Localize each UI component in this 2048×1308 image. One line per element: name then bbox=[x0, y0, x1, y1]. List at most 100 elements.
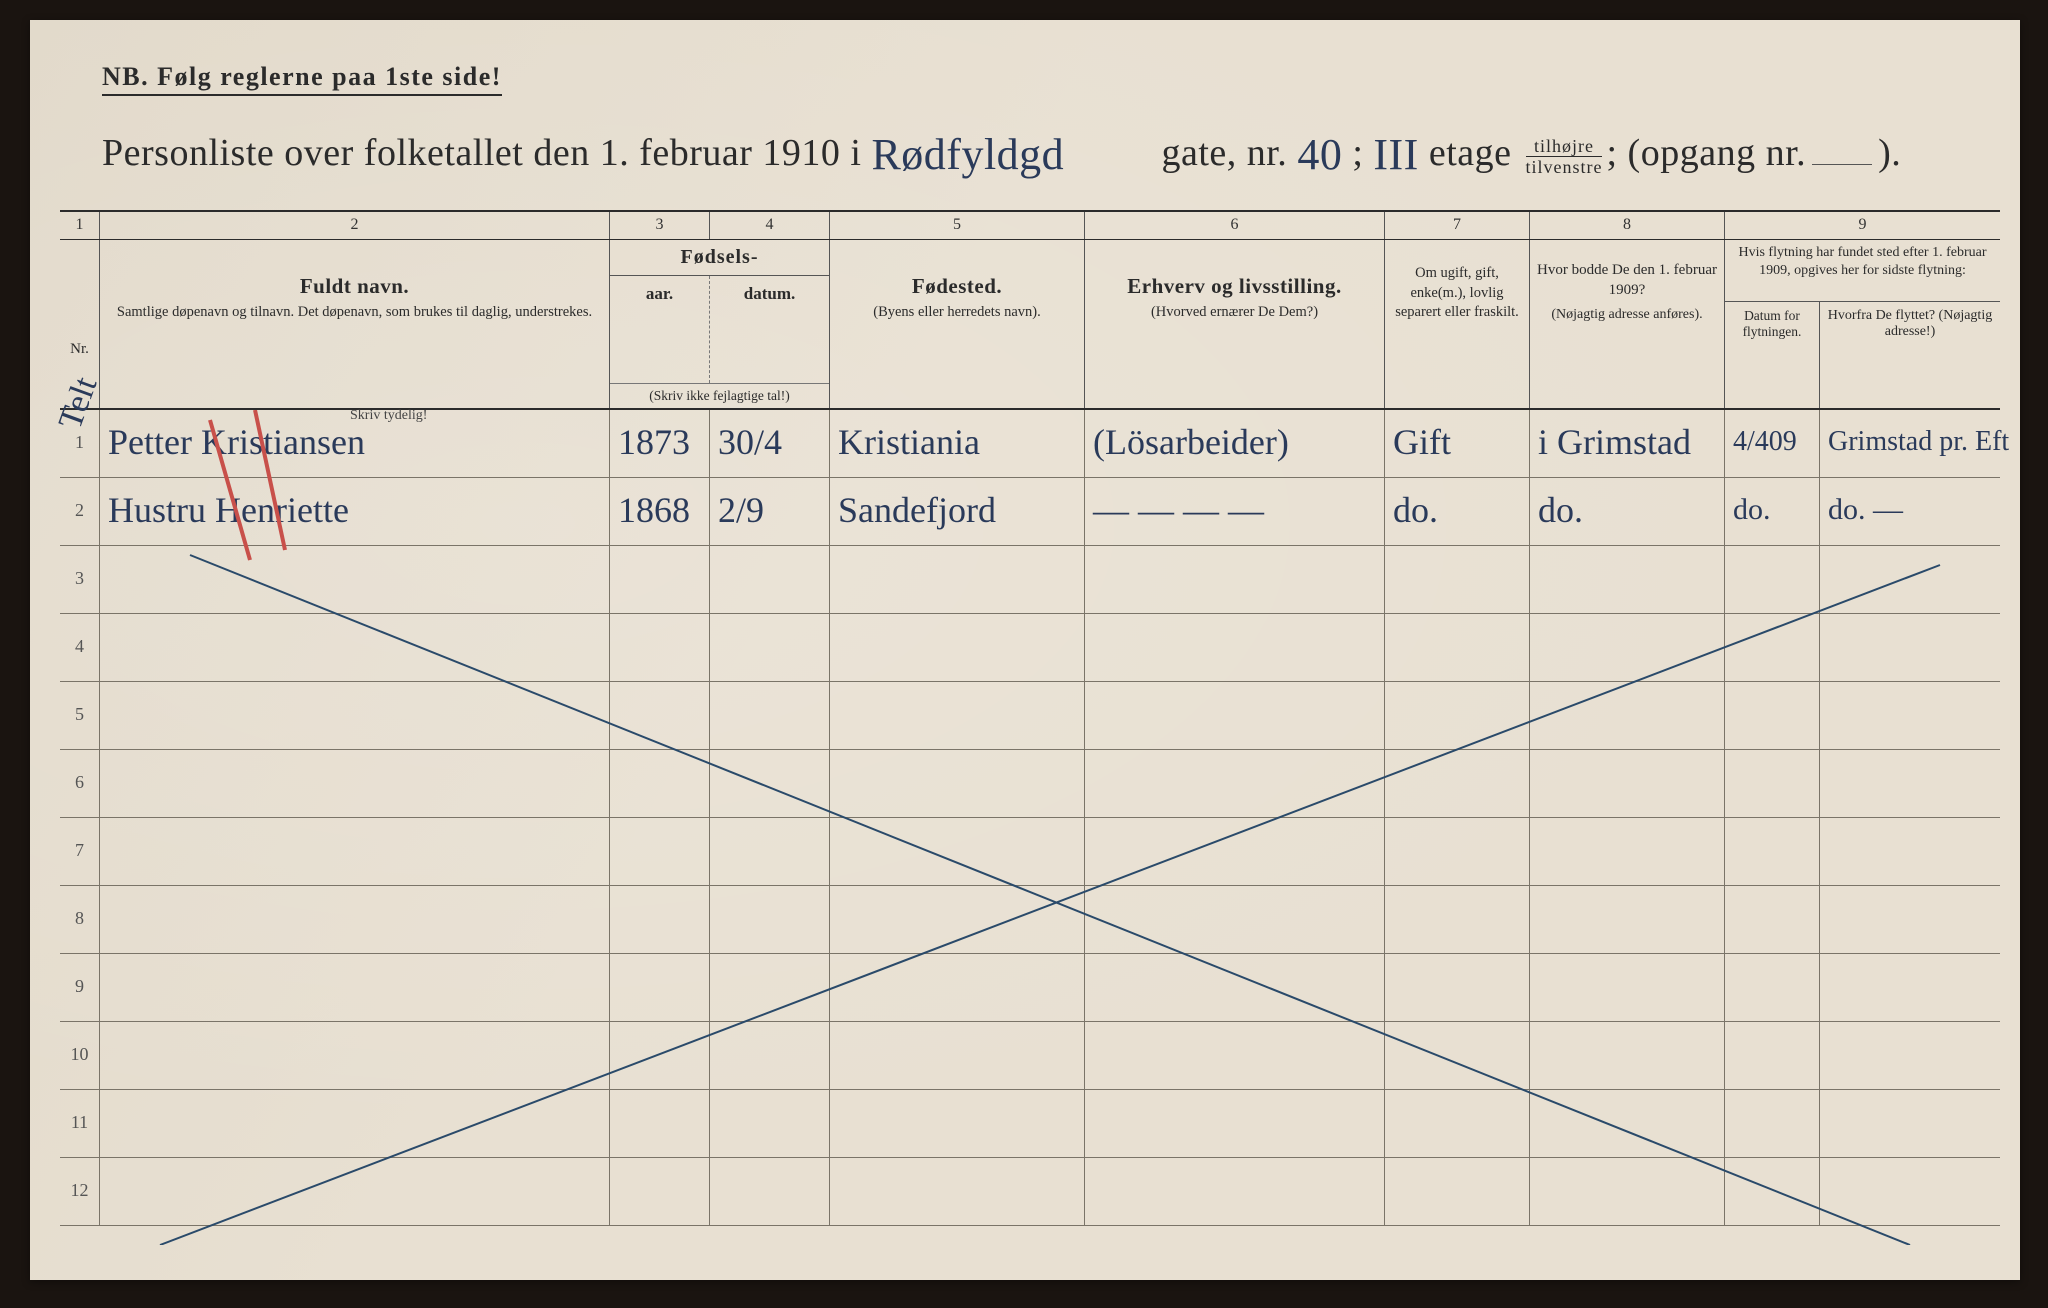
hdr-col34-top: Fødsels- bbox=[610, 240, 829, 276]
row-datum: 30/4 bbox=[718, 412, 782, 472]
row-fodested: Kristiania bbox=[838, 412, 980, 472]
opgang-close: ). bbox=[1878, 132, 1901, 174]
table-row-empty: 12 bbox=[60, 1158, 2000, 1226]
data-rows: 1 Skriv tydelig! Petter Kristiansen 1873… bbox=[60, 410, 2000, 1226]
hdr-nr-label: Nr. bbox=[60, 341, 99, 358]
hdr-col2-sub: Samtlige døpenavn og tilnavn. Det døpena… bbox=[106, 303, 603, 323]
hdr-col34-note: (Skriv ikke fejlagtige tal!) bbox=[610, 383, 829, 408]
hdr-col7: Om ugift, gift, enke(m.), lovlig separer… bbox=[1391, 264, 1523, 323]
header-row: Nr. Fuldt navn. Samtlige døpenavn og til… bbox=[60, 240, 2000, 410]
colnum-7: 7 bbox=[1385, 212, 1530, 239]
row-erhverv-cell: (Lösarbeider) bbox=[1085, 410, 1385, 477]
table-row-empty: 11 bbox=[60, 1090, 2000, 1158]
street-handwritten: Rødfyldgd bbox=[871, 129, 1151, 180]
row-nr: 6 bbox=[60, 750, 100, 817]
row-nr: 7 bbox=[60, 818, 100, 885]
row-flytdato: do. bbox=[1733, 480, 1771, 540]
opgang-open: (opgang nr. bbox=[1628, 132, 1807, 174]
row-fodested-cell: Sandefjord bbox=[830, 478, 1085, 545]
colnum-6: 6 bbox=[1085, 212, 1385, 239]
hdr-fodested: Fødested. (Byens eller herredets navn). bbox=[830, 240, 1085, 408]
row-erhverv-cell: — — — — bbox=[1085, 478, 1385, 545]
row-flytdato: 4/409 bbox=[1733, 412, 1797, 472]
row-nr: 11 bbox=[60, 1090, 100, 1157]
row-nr: 10 bbox=[60, 1022, 100, 1089]
row-status-cell: do. bbox=[1385, 478, 1530, 545]
table-row-empty: 3 bbox=[60, 546, 2000, 614]
column-number-row: 1 2 3 4 5 6 7 8 9 bbox=[60, 212, 2000, 240]
hdr-erhverv: Erhverv og livsstilling. (Hvorved ernære… bbox=[1085, 240, 1385, 408]
row-flytfra: Grimstad pr. Eft bbox=[1828, 412, 2009, 472]
row-datum: 2/9 bbox=[718, 480, 764, 540]
row-aar: 1868 bbox=[618, 480, 690, 540]
row-bodde: do. bbox=[1538, 480, 1583, 540]
row-status-cell: Gift bbox=[1385, 410, 1530, 477]
row-fodested-cell: Kristiania bbox=[830, 410, 1085, 477]
row-flytfra: do. — bbox=[1828, 480, 1903, 540]
table-row-empty: 4 bbox=[60, 614, 2000, 682]
etage-handwritten: III bbox=[1373, 129, 1418, 180]
hdr-bodde: Hvor bodde De den 1. februar 1909? (Nøja… bbox=[1530, 240, 1725, 408]
frac-top: tilhøjre bbox=[1526, 137, 1603, 157]
etage-label: etage bbox=[1429, 132, 1512, 174]
row-flytdato-cell: 4/409 bbox=[1725, 410, 1820, 477]
row-status: do. bbox=[1393, 480, 1438, 540]
hdr-col8-main: Hvor bodde De den 1. februar 1909? bbox=[1537, 262, 1717, 298]
row-erhverv: (Lösarbeider) bbox=[1093, 412, 1289, 472]
row-aar-cell: 1873 bbox=[610, 410, 710, 477]
row-status: Gift bbox=[1393, 412, 1451, 472]
colnum-1: 1 bbox=[60, 212, 100, 239]
colnum-8: 8 bbox=[1530, 212, 1725, 239]
row-nr: 8 bbox=[60, 886, 100, 953]
row-aar-cell: 1868 bbox=[610, 478, 710, 545]
row-nr: 3 bbox=[60, 546, 100, 613]
hdr-fodsels: Fødsels- aar. datum. (Skriv ikke fejlagt… bbox=[610, 240, 830, 408]
census-table: 1 2 3 4 5 6 7 8 9 Nr. Fuldt navn. Samtli… bbox=[60, 210, 2000, 1250]
hdr-datum: datum. bbox=[710, 276, 829, 383]
hdr-col9b: Hvorfra De flyttet? (Nøjagtig adresse!) bbox=[1820, 302, 2000, 408]
colnum-2: 2 bbox=[100, 212, 610, 239]
census-form-page: NB. Følg reglerne paa 1ste side! Personl… bbox=[30, 20, 2020, 1280]
colnum-4: 4 bbox=[710, 212, 830, 239]
row-nr: 5 bbox=[60, 682, 100, 749]
row-name-cell: Hustru Henriette bbox=[100, 478, 610, 545]
hdr-col5-main: Fødested. bbox=[836, 274, 1078, 299]
row-nr: 9 bbox=[60, 954, 100, 1021]
frac-bot: tilvenstre bbox=[1526, 157, 1603, 176]
nb-header: NB. Følg reglerne paa 1ste side! bbox=[102, 62, 502, 96]
row-flytdato-cell: do. bbox=[1725, 478, 1820, 545]
hdr-col6-sub: (Hvorved ernærer De Dem?) bbox=[1091, 303, 1378, 323]
row-nr: 4 bbox=[60, 614, 100, 681]
table-row-empty: 5 bbox=[60, 682, 2000, 750]
table-row-empty: 10 bbox=[60, 1022, 2000, 1090]
row-name: Hustru Henriette bbox=[108, 480, 349, 540]
hdr-col9a: Datum for flytningen. bbox=[1725, 302, 1820, 408]
semicolon: ; bbox=[1352, 132, 1363, 174]
hdr-fuldt-navn: Fuldt navn. Samtlige døpenavn og tilnavn… bbox=[100, 240, 610, 408]
row-nr: 2 bbox=[60, 478, 100, 545]
table-row-empty: 6 bbox=[60, 750, 2000, 818]
row-name: Petter Kristiansen bbox=[108, 412, 365, 472]
row-nr: 12 bbox=[60, 1158, 100, 1225]
colnum-3: 3 bbox=[610, 212, 710, 239]
colnum-5: 5 bbox=[830, 212, 1085, 239]
row-bodde-cell: do. bbox=[1530, 478, 1725, 545]
colnum-9: 9 bbox=[1725, 212, 2000, 239]
row-datum-cell: 2/9 bbox=[710, 478, 830, 545]
table-row-empty: 7 bbox=[60, 818, 2000, 886]
row-erhverv: — — — — bbox=[1093, 480, 1264, 540]
table-row: 1 Skriv tydelig! Petter Kristiansen 1873… bbox=[60, 410, 2000, 478]
form-title-line: Personliste over folketallet den 1. febr… bbox=[102, 125, 1901, 176]
table-row-empty: 9 bbox=[60, 954, 2000, 1022]
hdr-col8-sub: (Nøjagtig adresse anføres). bbox=[1536, 307, 1718, 323]
hdr-aar: aar. bbox=[610, 276, 710, 383]
hdr-col6-main: Erhverv og livsstilling. bbox=[1091, 274, 1378, 299]
hdr-status: Om ugift, gift, enke(m.), lovlig separer… bbox=[1385, 240, 1530, 408]
table-row-empty: 8 bbox=[60, 886, 2000, 954]
row-bodde: i Grimstad bbox=[1538, 412, 1691, 472]
nr-handwritten: 40 bbox=[1297, 129, 1342, 180]
gate-label: gate, nr. bbox=[1161, 132, 1287, 174]
row-datum-cell: 30/4 bbox=[710, 410, 830, 477]
hdr-col9-top: Hvis flytning har fundet sted efter 1. f… bbox=[1725, 240, 2000, 302]
side-fraction: tilhøjre tilvenstre bbox=[1526, 137, 1603, 176]
